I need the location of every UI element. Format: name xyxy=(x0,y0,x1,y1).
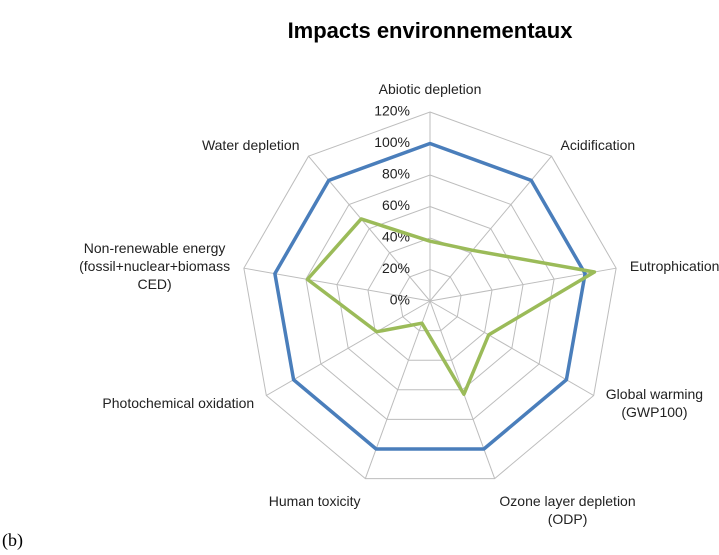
category-label: Ozone layer depletion (ODP) xyxy=(499,492,636,527)
grid-line xyxy=(367,237,493,361)
axis-line xyxy=(429,155,552,302)
category-label: Non-renewable energy (fossil+nuclear+bio… xyxy=(79,239,231,292)
axis-line xyxy=(266,300,431,396)
y-tick-label: 20% xyxy=(382,260,410,276)
axis-line xyxy=(308,155,431,302)
category-label: Human toxicity xyxy=(268,492,361,509)
category-label: Acidification xyxy=(560,137,636,154)
category-label: Water depletion xyxy=(201,137,300,154)
chart-title: Impacts environnementaux xyxy=(287,18,573,43)
y-tick-label: 120% xyxy=(374,103,410,119)
grid-line xyxy=(305,174,555,420)
y-tick-label: 100% xyxy=(374,134,410,150)
y-tick-label: 0% xyxy=(390,292,410,308)
y-tick-label: 60% xyxy=(382,197,410,213)
series-line xyxy=(273,141,587,451)
caption: (b) xyxy=(2,530,23,550)
category-label: Photochemical oxidation xyxy=(102,394,255,411)
category-label: Eutrophication xyxy=(629,257,719,274)
grid-line xyxy=(243,111,617,480)
category-label: Abiotic depletion xyxy=(378,81,482,97)
series-line xyxy=(305,217,597,396)
y-tick-label: 80% xyxy=(382,166,410,182)
category-label: Global warming (GWP100) xyxy=(605,385,704,420)
grid-line xyxy=(398,268,462,332)
axis-line xyxy=(429,267,617,302)
